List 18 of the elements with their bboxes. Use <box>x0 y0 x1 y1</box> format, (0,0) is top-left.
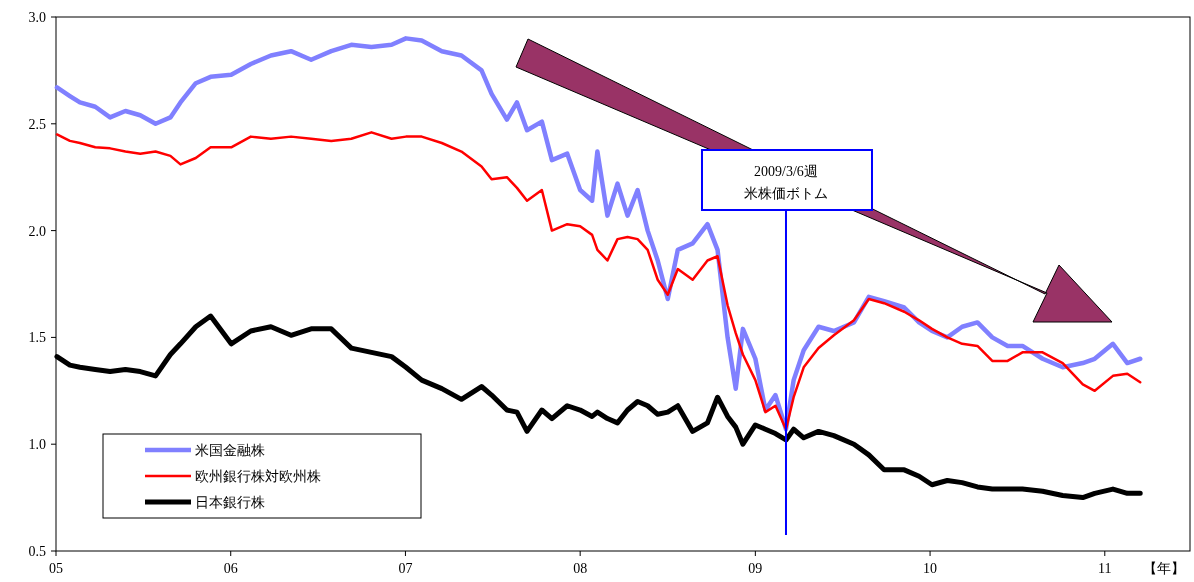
y-tick-label: 0.5 <box>28 544 46 559</box>
y-tick-label: 2.5 <box>28 116 46 132</box>
x-tick-label: 10 <box>923 561 938 576</box>
x-tick-label: 11 <box>1098 561 1112 576</box>
legend-label: 欧州銀行株対欧州株 <box>195 469 321 484</box>
legend-label: 日本銀行株 <box>195 495 265 510</box>
ref-line-label: 2009/3/6週米株価ボトム <box>743 164 828 201</box>
x-tick-label: 06 <box>223 561 238 576</box>
y-tick-label: 2.0 <box>28 223 46 239</box>
y-tick-label: 1.5 <box>28 330 46 346</box>
legend-label: 米国金融株 <box>195 443 265 458</box>
y-tick-label: 3.0 <box>28 10 46 25</box>
x-tick-label: 05 <box>49 561 63 576</box>
x-tick-label: 07 <box>398 561 413 576</box>
x-tick-label: 09 <box>748 561 763 576</box>
y-tick-label: 1.0 <box>28 437 46 453</box>
x-tick-label: 08 <box>573 561 588 576</box>
x-axis-title: 【年】 <box>1143 561 1185 576</box>
